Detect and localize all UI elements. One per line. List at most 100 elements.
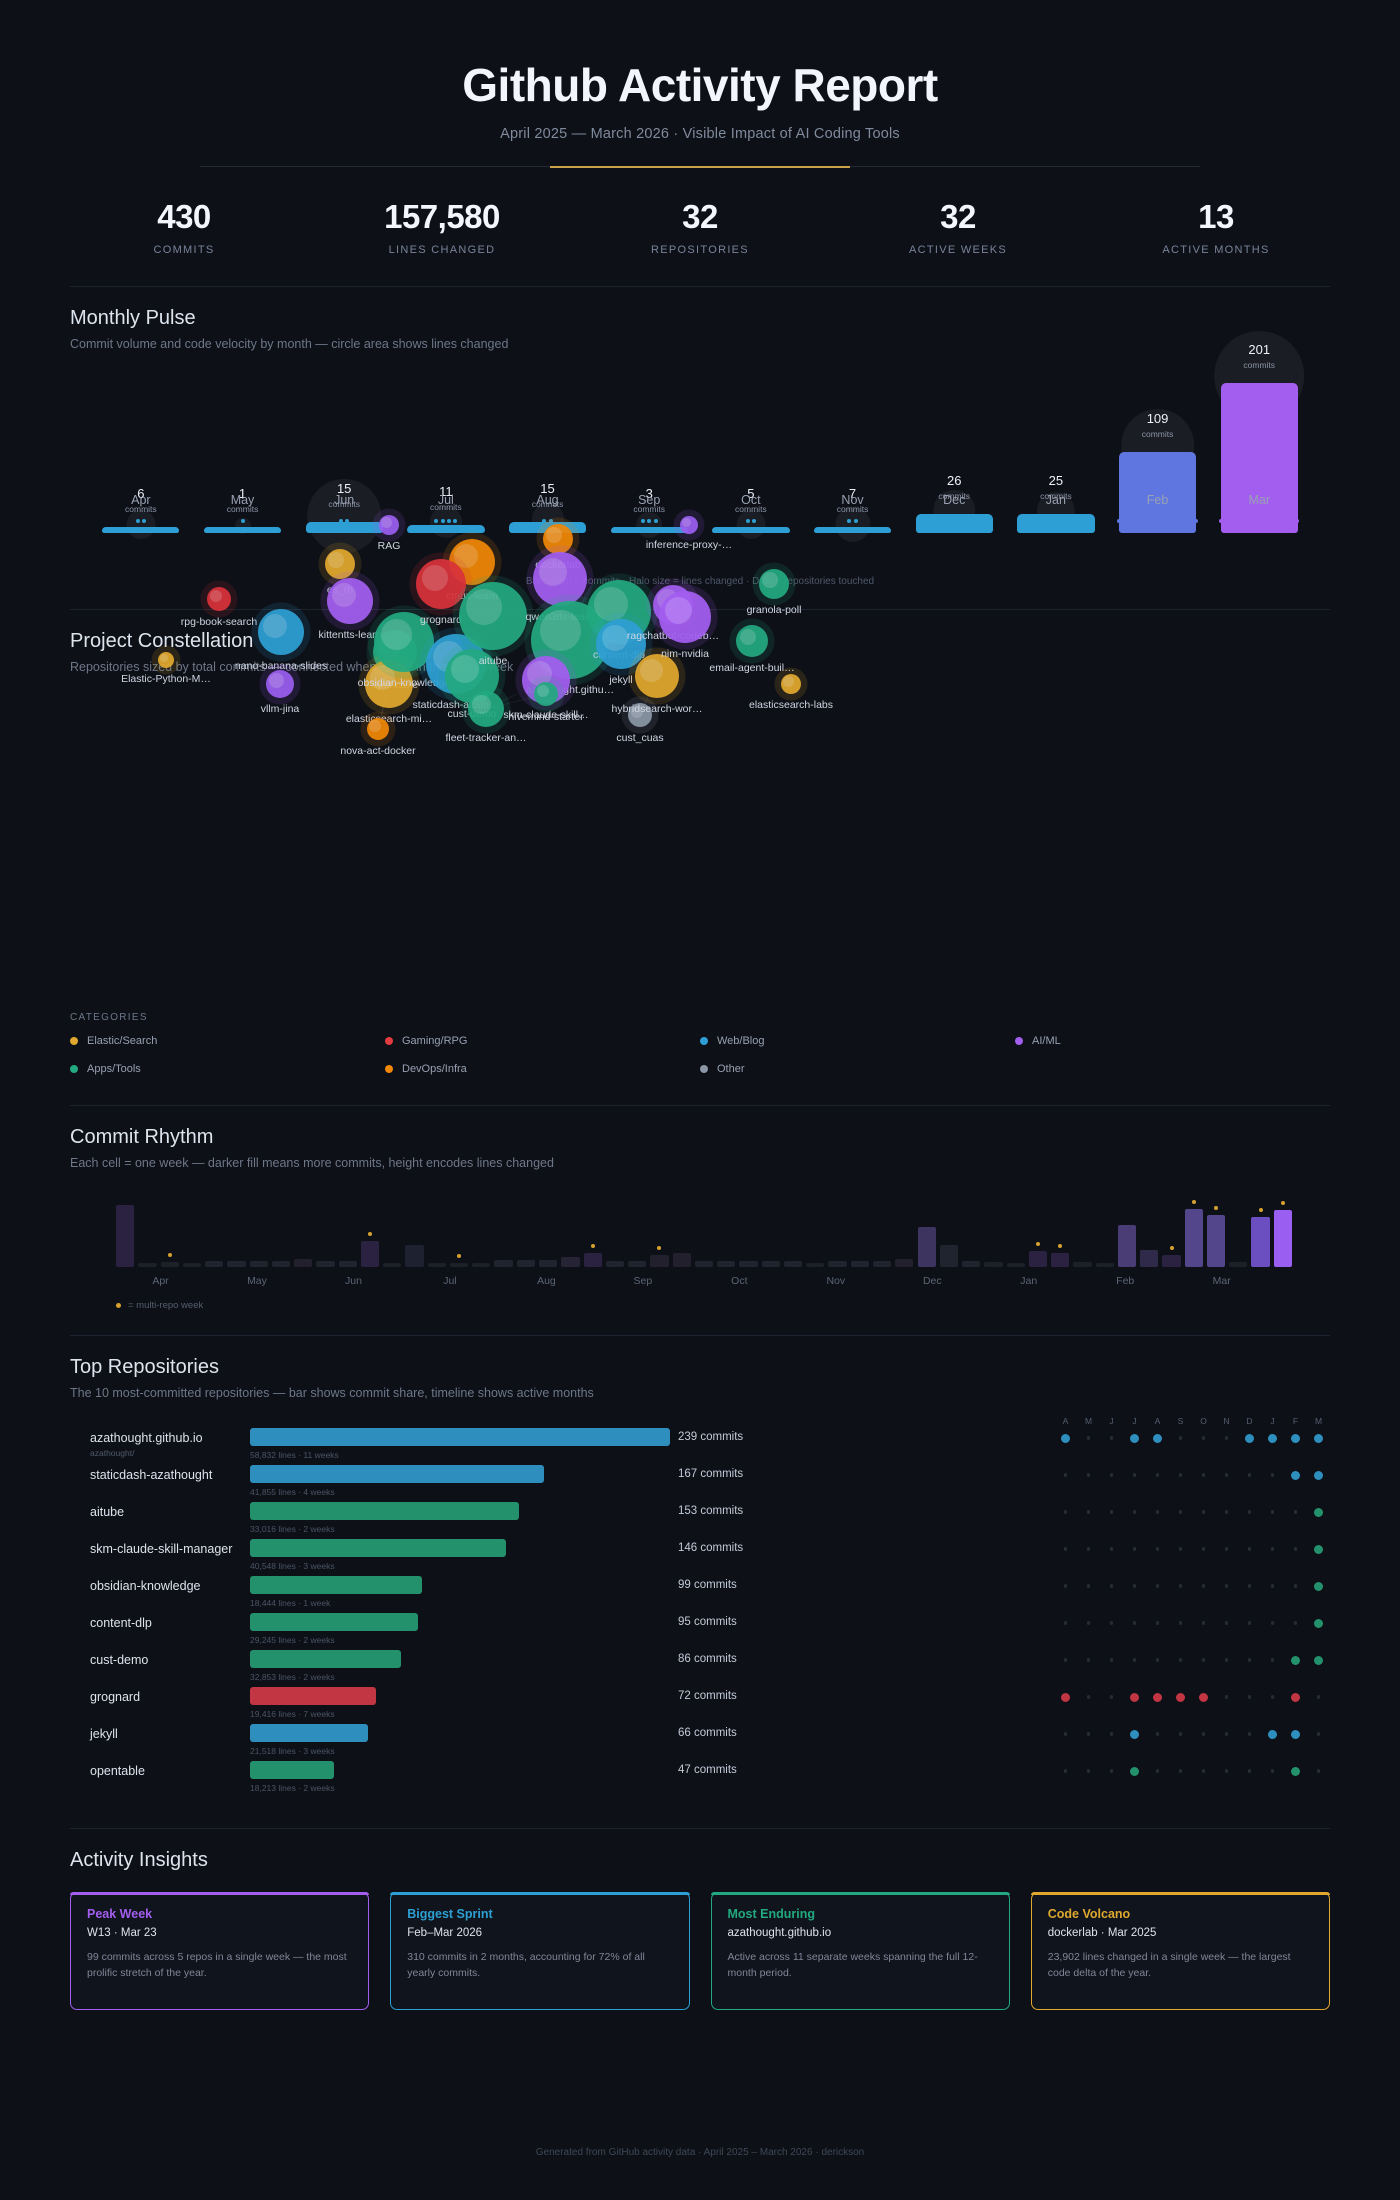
week-cell[interactable] xyxy=(694,1261,714,1267)
repo-node[interactable] xyxy=(459,582,527,650)
week-cell[interactable] xyxy=(939,1245,959,1267)
week-cell[interactable] xyxy=(249,1261,268,1267)
week-cell[interactable] xyxy=(360,1241,380,1267)
week-cell[interactable] xyxy=(717,1261,736,1267)
week-cell[interactable] xyxy=(383,1263,402,1267)
table-row[interactable]: staticdash-azathought 41,855 lines · 4 we… xyxy=(70,1465,1330,1502)
repo-node[interactable] xyxy=(635,654,679,698)
table-row[interactable]: skm-claude-skill-manager 40,548 lines · 3… xyxy=(70,1539,1330,1576)
week-cell[interactable] xyxy=(605,1261,625,1267)
week-cell[interactable] xyxy=(205,1261,224,1267)
week-cell[interactable] xyxy=(294,1259,313,1267)
repo-node[interactable] xyxy=(379,515,399,535)
table-row[interactable]: obsidian-knowledge 18,444 lines · 1 week 9… xyxy=(70,1576,1330,1613)
repo-commit-count: 99 commits xyxy=(678,1579,737,1591)
month-column-oct: 5 commits Oct xyxy=(700,373,802,540)
week-cell[interactable] xyxy=(516,1260,535,1267)
repo-node[interactable] xyxy=(659,591,711,643)
repo-node[interactable] xyxy=(367,718,389,740)
week-cell[interactable] xyxy=(1028,1251,1048,1267)
repo-node[interactable] xyxy=(533,552,587,606)
week-cell[interactable] xyxy=(271,1261,291,1267)
insight-card-peak-week[interactable]: Peak Week W13 · Mar 23 99 commits across 5… xyxy=(70,1892,370,2010)
week-cell[interactable] xyxy=(761,1261,780,1267)
week-cell[interactable] xyxy=(872,1261,892,1267)
repo-node[interactable] xyxy=(207,587,231,611)
week-cell[interactable] xyxy=(561,1257,580,1267)
repo-node[interactable] xyxy=(258,609,304,655)
table-row[interactable]: cust-demo 32,853 lines · 2 weeks 86 commit… xyxy=(70,1650,1330,1687)
table-row[interactable]: opentable 18,213 lines · 2 weeks 47 commit… xyxy=(70,1761,1330,1798)
week-cell[interactable] xyxy=(449,1263,469,1267)
week-cell[interactable] xyxy=(1229,1262,1248,1267)
repo-node[interactable] xyxy=(543,524,573,554)
repo-node[interactable] xyxy=(628,703,652,727)
week-cell[interactable] xyxy=(850,1261,869,1267)
week-cell[interactable] xyxy=(917,1227,936,1267)
table-row[interactable]: aitube 33,016 lines · 2 weeks 153 commits xyxy=(70,1502,1330,1539)
repo-node[interactable] xyxy=(680,516,698,534)
week-cell[interactable] xyxy=(338,1261,357,1267)
week-cell[interactable] xyxy=(1140,1250,1159,1267)
week-cell[interactable] xyxy=(895,1259,914,1267)
repo-node[interactable] xyxy=(266,670,294,698)
week-cell[interactable] xyxy=(182,1263,202,1267)
table-row[interactable]: grognard 19,416 lines · 7 weeks 72 commits xyxy=(70,1687,1330,1724)
repo-dots xyxy=(293,519,395,523)
week-cell[interactable] xyxy=(494,1260,513,1267)
insight-card-biggest-sprint[interactable]: Biggest Sprint Feb–Mar 2026 310 commits in… xyxy=(390,1892,690,2010)
table-row[interactable]: azathought.github.io azathought/58,832 li… xyxy=(70,1428,1330,1465)
week-cell[interactable] xyxy=(783,1261,803,1267)
week-cell[interactable] xyxy=(1006,1263,1025,1267)
node-gloss xyxy=(159,653,169,663)
week-cell[interactable] xyxy=(539,1260,558,1267)
active-month-dot xyxy=(1316,1695,1321,1699)
table-row[interactable]: jekyll 21,518 lines · 3 weeks 66 commits xyxy=(70,1724,1330,1761)
week-cell[interactable] xyxy=(1251,1217,1270,1267)
timeline-cell xyxy=(1100,1504,1123,1520)
repo-node[interactable] xyxy=(596,619,646,669)
repo-node[interactable] xyxy=(449,539,495,585)
week-cell[interactable] xyxy=(1184,1209,1203,1267)
week-cell[interactable] xyxy=(739,1261,758,1267)
week-cell[interactable] xyxy=(116,1205,135,1267)
week-cell[interactable] xyxy=(1206,1215,1226,1267)
active-month-dot xyxy=(1061,1692,1070,1702)
repo-node[interactable] xyxy=(325,549,355,579)
week-cell[interactable] xyxy=(427,1263,446,1267)
table-row[interactable]: content-dlp 29,245 lines · 2 weeks 95 comm… xyxy=(70,1613,1330,1650)
week-cell[interactable] xyxy=(1051,1253,1070,1267)
week-cell[interactable] xyxy=(828,1261,847,1267)
week-cell[interactable] xyxy=(1273,1210,1292,1267)
week-cell[interactable] xyxy=(628,1261,647,1267)
week-cell[interactable] xyxy=(1095,1263,1114,1267)
week-cell[interactable] xyxy=(472,1263,491,1267)
repo-node[interactable] xyxy=(736,625,768,657)
repo-dot xyxy=(142,519,147,523)
week-cell[interactable] xyxy=(316,1261,335,1267)
week-cell[interactable] xyxy=(138,1263,157,1267)
week-cell[interactable] xyxy=(984,1262,1003,1267)
week-cell[interactable] xyxy=(227,1261,246,1267)
week-cell[interactable] xyxy=(160,1262,179,1267)
repo-node[interactable] xyxy=(468,691,504,727)
repo-node[interactable] xyxy=(374,612,434,672)
repo-node[interactable] xyxy=(158,652,174,668)
week-cell[interactable] xyxy=(405,1245,424,1267)
repo-node[interactable] xyxy=(416,559,466,609)
repo-node[interactable] xyxy=(534,682,558,706)
week-cell[interactable] xyxy=(806,1263,825,1267)
week-cell[interactable] xyxy=(1073,1262,1092,1267)
week-cell[interactable] xyxy=(583,1253,602,1267)
repo-node[interactable] xyxy=(327,578,373,624)
repo-node[interactable] xyxy=(781,674,801,694)
timeline-cell xyxy=(1169,1763,1192,1779)
week-cell[interactable] xyxy=(1117,1225,1137,1267)
repo-node[interactable] xyxy=(759,569,789,599)
week-cell[interactable] xyxy=(1162,1255,1181,1267)
insight-card-code-volcano[interactable]: Code Volcano dockerlab · Mar 2025 23,902 l… xyxy=(1030,1892,1330,2010)
week-cell[interactable] xyxy=(650,1255,669,1267)
week-cell[interactable] xyxy=(672,1253,691,1267)
insight-card-most-enduring[interactable]: Most Enduring azathought.github.io Active … xyxy=(710,1892,1010,2010)
week-cell[interactable] xyxy=(962,1261,981,1267)
